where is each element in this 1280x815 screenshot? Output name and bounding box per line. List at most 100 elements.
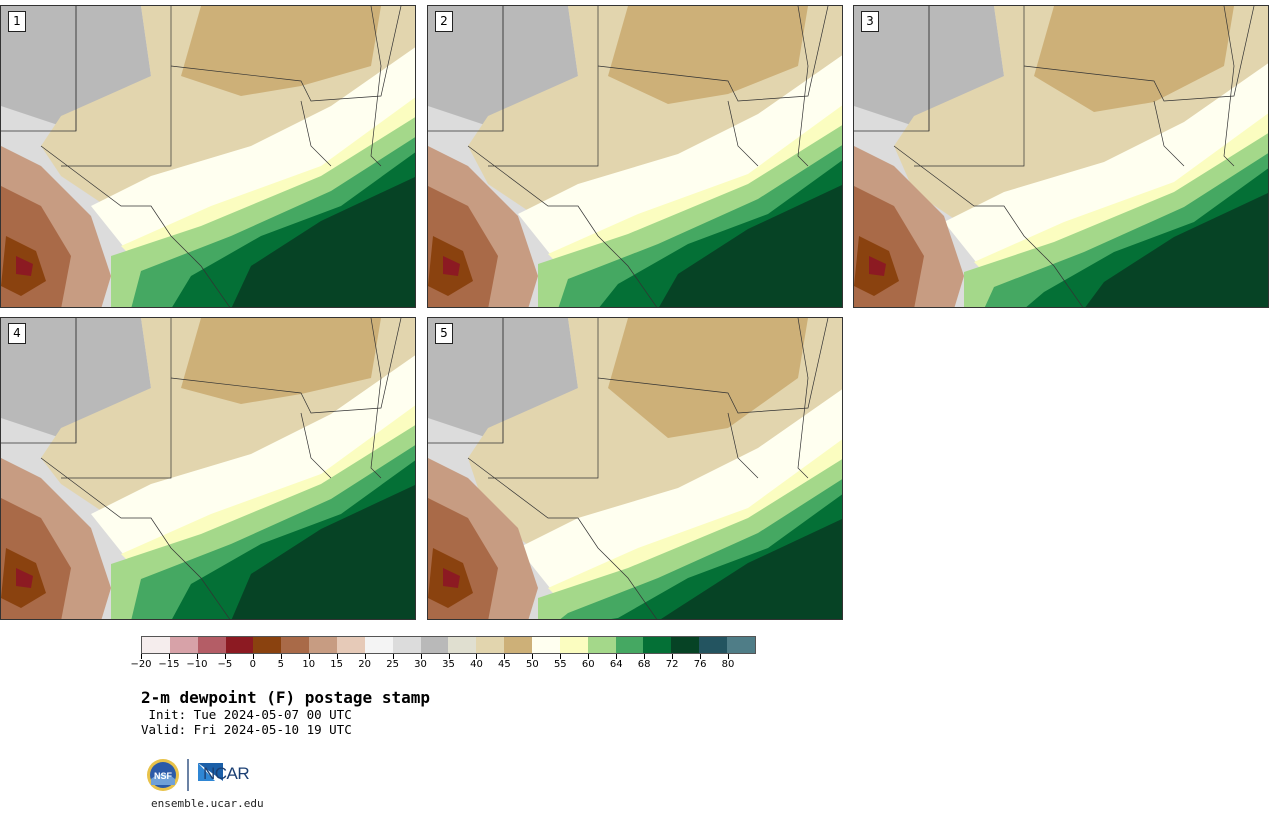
- colorbar-tick-label: −10: [186, 659, 208, 670]
- state-border: [61, 6, 172, 167]
- colorbar-segment: [615, 637, 644, 653]
- valid-time: Valid: Fri 2024-05-10 19 UTC: [141, 722, 352, 737]
- colorbar-tick: [280, 654, 282, 659]
- mountain-peak-2: [16, 568, 33, 588]
- colorbar-tick-label: 64: [609, 659, 623, 670]
- colorbar-segment: [225, 637, 254, 653]
- state-border: [727, 412, 759, 479]
- colorbar-tick-label: 55: [553, 659, 567, 670]
- chart-title: 2-m dewpoint (F) postage stamp: [141, 688, 430, 707]
- nsf-logo-text: NSF: [154, 771, 173, 781]
- colorbar-tick-label: 45: [498, 659, 511, 670]
- tan-region: [608, 318, 808, 438]
- colorbar-segment: [671, 637, 700, 653]
- colorbar-segment: [699, 637, 728, 653]
- state-border: [170, 6, 402, 102]
- gulf-region: [659, 184, 842, 307]
- state-border: [300, 100, 332, 167]
- colorbar-tick: [252, 654, 254, 659]
- colorbar-segment: [559, 637, 588, 653]
- colorbar-tick-label: 25: [386, 659, 399, 670]
- colorbar-ticks: −20 −15 −10 −5 0 5 10 15 20 25 30 35 40 45 50 55 60 64 68 7…: [130, 654, 756, 674]
- forecast-panel-2: 2: [427, 5, 843, 308]
- colorbar-tick: [196, 654, 198, 659]
- state-border: [370, 318, 382, 479]
- state-border: [597, 6, 829, 102]
- colorbar-tick-label: −20: [130, 659, 152, 670]
- colorbar-tick-label: 76: [693, 659, 707, 670]
- colorbar-tick: [392, 654, 394, 659]
- panel-number: 1: [8, 11, 26, 32]
- colorbar-tick: [700, 654, 702, 659]
- panel-number: 4: [8, 323, 26, 344]
- colorbar-tick-label: 30: [414, 659, 427, 670]
- forecast-panel-4: 4: [0, 317, 416, 620]
- moist-band: [518, 389, 842, 598]
- colorbar-segment: [309, 637, 338, 653]
- logos: NSF NCAR: [145, 757, 275, 793]
- state-border: [488, 6, 599, 167]
- moist-band: [944, 63, 1268, 272]
- state-border: [597, 318, 829, 414]
- colorbar-segment: [281, 637, 310, 653]
- colorbar-tick: [588, 654, 590, 659]
- panel-number: 2: [435, 11, 453, 32]
- gulf-region: [661, 518, 842, 619]
- colorbar-tick: [560, 654, 562, 659]
- colorbar-tick-label: 68: [637, 659, 651, 670]
- tan-region: [608, 6, 808, 104]
- colorbar-tick-label: 10: [302, 659, 316, 670]
- colorbar-tick: [532, 654, 534, 659]
- state-border: [1223, 6, 1235, 167]
- colorbar-tick-label: 40: [470, 659, 483, 670]
- moist-band: [91, 355, 415, 564]
- colorbar-segment: [169, 637, 198, 653]
- tan-region: [181, 318, 381, 404]
- moist-band: [91, 47, 415, 256]
- state-border: [61, 318, 172, 479]
- colorbar-tick-label: 0: [249, 659, 256, 670]
- colorbar-segment: [197, 637, 226, 653]
- state-border: [1153, 100, 1185, 167]
- state-border: [914, 6, 1025, 167]
- dewpoint-map-2: [428, 6, 842, 307]
- tan-region: [181, 6, 381, 96]
- colorbar-tick-label: −5: [217, 659, 233, 670]
- colorbar-tick: [364, 654, 366, 659]
- colorbar-tick-label: 72: [665, 659, 679, 670]
- colorbar-tick: [644, 654, 646, 659]
- forecast-panel-3: 3: [853, 5, 1269, 308]
- state-border: [797, 6, 809, 167]
- colorbar-tick: [308, 654, 310, 659]
- colorbar-segment: [504, 637, 533, 653]
- moist-band: [518, 55, 842, 264]
- colorbar-segment: [364, 637, 393, 653]
- panel-number: 3: [861, 11, 879, 32]
- colorbar-segment: [142, 637, 170, 653]
- colorbar-tick: [476, 654, 478, 659]
- panel-number: 5: [435, 323, 453, 344]
- colorbar-segment: [476, 637, 505, 653]
- colorbar-tick-label: 50: [525, 659, 539, 670]
- state-border: [1023, 6, 1255, 102]
- colorbar-segment: [727, 637, 755, 653]
- mountain-peak-2: [443, 568, 460, 588]
- nsf-logo-icon: NSF: [147, 759, 223, 791]
- colorbar-tick-label: 5: [277, 659, 284, 670]
- mountain-peak-2: [869, 256, 886, 276]
- mountain-peak-2: [443, 256, 460, 276]
- colorbar-segment: [253, 637, 282, 653]
- colorbar-tick: [728, 654, 730, 659]
- colorbar-tick-label: 60: [581, 659, 595, 670]
- colorbar: [141, 636, 756, 654]
- state-border: [893, 145, 1084, 307]
- colorbar-segment: [448, 637, 477, 653]
- colorbar-tick: [420, 654, 422, 659]
- mountain-peak-2: [16, 256, 33, 276]
- state-border: [170, 318, 402, 414]
- colorbar-tick: [224, 654, 226, 659]
- colorbar-segment: [587, 637, 616, 653]
- colorbar-tick-label: 20: [358, 659, 371, 670]
- state-border: [300, 412, 332, 479]
- colorbar-segment: [532, 637, 560, 653]
